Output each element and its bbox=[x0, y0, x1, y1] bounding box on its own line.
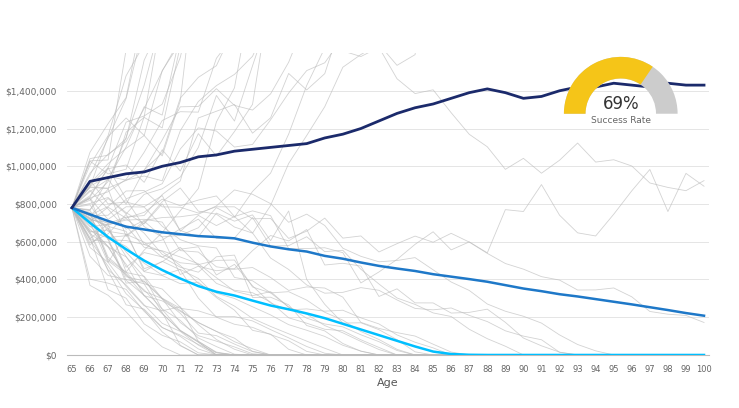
Text: Success Rate: Success Rate bbox=[590, 116, 651, 125]
Wedge shape bbox=[564, 57, 653, 114]
X-axis label: Age: Age bbox=[377, 378, 399, 388]
Text: 69%: 69% bbox=[602, 95, 639, 113]
Wedge shape bbox=[564, 57, 678, 114]
